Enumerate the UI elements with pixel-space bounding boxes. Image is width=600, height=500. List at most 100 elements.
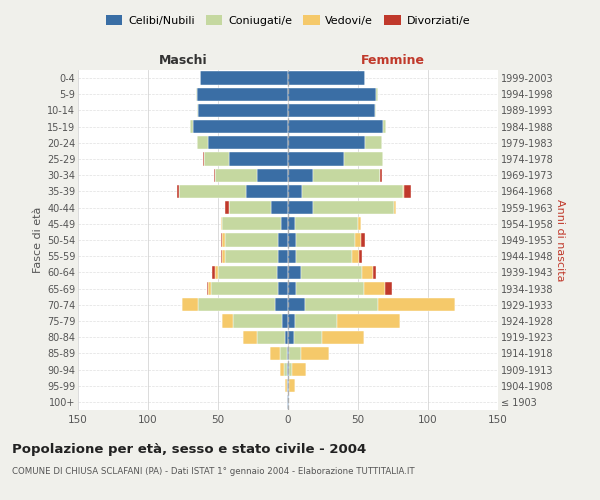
Bar xyxy=(288,104,375,117)
Bar xyxy=(278,282,288,295)
Bar xyxy=(285,330,288,344)
Bar xyxy=(344,152,383,166)
Bar xyxy=(208,136,288,149)
Bar xyxy=(197,88,288,101)
Bar xyxy=(301,266,362,279)
Bar xyxy=(211,282,278,295)
Bar xyxy=(288,120,383,134)
Bar xyxy=(280,346,287,360)
Bar xyxy=(215,266,218,279)
Bar xyxy=(222,234,225,246)
Bar xyxy=(288,88,376,101)
Bar xyxy=(292,363,306,376)
Bar xyxy=(365,136,382,149)
Bar xyxy=(358,217,361,230)
Bar xyxy=(288,314,295,328)
Text: Femmine: Femmine xyxy=(361,54,425,67)
Bar xyxy=(337,314,400,328)
Bar xyxy=(270,346,280,360)
Bar xyxy=(178,185,179,198)
Bar xyxy=(364,282,385,295)
Bar xyxy=(380,168,382,182)
Bar xyxy=(322,330,364,344)
Bar xyxy=(288,330,293,344)
Text: Maschi: Maschi xyxy=(158,54,208,67)
Bar xyxy=(280,363,284,376)
Bar xyxy=(373,266,376,279)
Bar xyxy=(222,217,281,230)
Bar xyxy=(203,152,204,166)
Y-axis label: Fasce di età: Fasce di età xyxy=(32,207,43,273)
Bar xyxy=(287,363,288,376)
Bar xyxy=(295,314,337,328)
Bar xyxy=(305,298,377,312)
Bar xyxy=(288,298,305,312)
Bar xyxy=(296,250,352,263)
Bar xyxy=(288,136,365,149)
Bar xyxy=(246,185,288,198)
Bar xyxy=(361,234,365,246)
Bar xyxy=(257,168,288,182)
Bar xyxy=(196,88,197,101)
Bar xyxy=(301,346,329,360)
Bar xyxy=(197,104,199,117)
Bar xyxy=(288,379,289,392)
Bar xyxy=(355,234,361,246)
Bar xyxy=(287,379,288,392)
Bar xyxy=(208,282,211,295)
Bar xyxy=(288,250,296,263)
Bar xyxy=(283,314,288,328)
Bar xyxy=(193,120,288,134)
Bar xyxy=(289,346,301,360)
Bar xyxy=(296,234,355,246)
Bar xyxy=(288,346,289,360)
Bar xyxy=(278,250,288,263)
Bar xyxy=(222,250,225,263)
Y-axis label: Anni di nascita: Anni di nascita xyxy=(554,198,565,281)
Bar xyxy=(215,168,257,182)
Bar xyxy=(289,363,292,376)
Bar xyxy=(302,185,403,198)
Bar xyxy=(288,234,296,246)
Bar xyxy=(229,201,271,214)
Bar xyxy=(403,185,404,198)
Bar xyxy=(288,363,289,376)
Bar xyxy=(288,168,313,182)
Bar xyxy=(243,330,257,344)
Bar xyxy=(199,298,275,312)
Bar xyxy=(288,266,301,279)
Bar xyxy=(293,330,322,344)
Bar xyxy=(199,104,288,117)
Bar xyxy=(288,282,296,295)
Bar xyxy=(271,201,288,214)
Bar xyxy=(359,250,362,263)
Bar xyxy=(200,72,288,85)
Bar xyxy=(362,266,373,279)
Bar xyxy=(221,250,222,263)
Bar xyxy=(221,234,222,246)
Bar xyxy=(383,120,386,134)
Bar xyxy=(182,298,199,312)
Bar xyxy=(284,363,287,376)
Bar xyxy=(313,168,380,182)
Bar xyxy=(225,201,229,214)
Bar xyxy=(394,201,396,214)
Bar xyxy=(285,379,287,392)
Bar xyxy=(222,314,233,328)
Bar xyxy=(257,330,285,344)
Bar xyxy=(288,72,365,85)
Bar xyxy=(352,250,359,263)
Bar xyxy=(295,217,358,230)
Bar xyxy=(377,298,455,312)
Text: Popolazione per età, sesso e stato civile - 2004: Popolazione per età, sesso e stato civil… xyxy=(12,442,366,456)
Bar xyxy=(218,266,277,279)
Bar xyxy=(204,152,229,166)
Bar xyxy=(221,217,222,230)
Bar xyxy=(289,379,295,392)
Bar xyxy=(197,136,208,149)
Text: COMUNE DI CHIUSA SCLAFANI (PA) - Dati ISTAT 1° gennaio 2004 - Elaborazione TUTTI: COMUNE DI CHIUSA SCLAFANI (PA) - Dati IS… xyxy=(12,468,415,476)
Bar xyxy=(288,217,295,230)
Bar xyxy=(287,396,288,408)
Bar xyxy=(288,185,302,198)
Bar xyxy=(281,217,288,230)
